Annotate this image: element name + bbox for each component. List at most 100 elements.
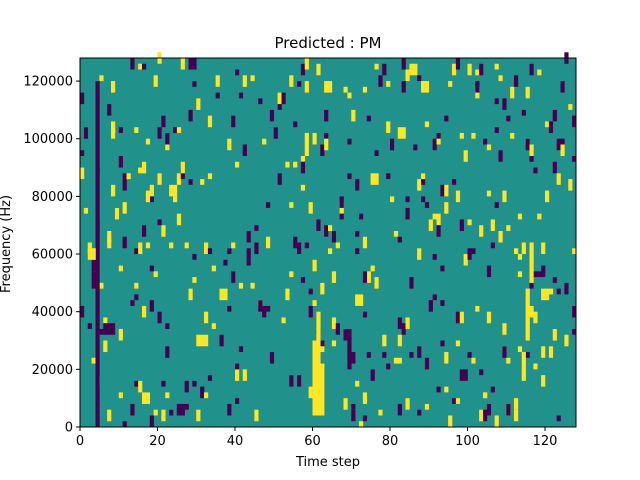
low-cell: [188, 109, 193, 122]
low-cell: [359, 213, 364, 220]
high-cell: [541, 375, 546, 387]
low-cell: [324, 109, 329, 122]
low-cell: [176, 403, 182, 416]
high-cell: [517, 346, 523, 353]
high-cell: [502, 190, 507, 203]
high-cell: [122, 202, 127, 214]
low-cell: [572, 305, 577, 318]
high-cell: [548, 288, 554, 295]
low-cell: [529, 63, 534, 76]
x-axis-label: Time step: [295, 455, 360, 470]
low-cell: [417, 346, 422, 358]
y-tick-label: 100000: [23, 132, 73, 147]
low-cell: [397, 236, 402, 243]
high-cell: [111, 127, 116, 139]
low-cell: [467, 248, 472, 260]
high-cell: [397, 357, 402, 364]
low-cell: [207, 375, 213, 381]
high-cell: [455, 398, 461, 404]
high-cell: [386, 121, 391, 133]
high-cell: [572, 248, 577, 255]
high-cell: [138, 167, 143, 174]
low-cell: [537, 271, 542, 278]
high-cell: [227, 138, 232, 151]
high-cell: [207, 173, 213, 180]
low-cell: [184, 403, 189, 410]
low-cell: [165, 132, 170, 145]
high-cell: [161, 225, 166, 237]
high-cell: [564, 334, 569, 347]
low-cell: [269, 109, 275, 122]
low-cell: [452, 179, 457, 185]
high-cell: [545, 121, 550, 128]
high-cell: [475, 69, 480, 76]
high-cell: [142, 392, 147, 404]
high-cell: [479, 225, 484, 237]
low-cell: [459, 219, 464, 231]
high-cell: [331, 317, 337, 329]
low-cell: [351, 352, 356, 364]
low-cell: [533, 167, 538, 174]
low-cell: [157, 311, 162, 324]
high-cell: [552, 328, 557, 341]
high-cell: [238, 282, 244, 289]
high-cell: [510, 86, 515, 99]
high-cell: [459, 311, 464, 324]
high-cell: [304, 81, 309, 93]
low-cell: [142, 225, 147, 237]
low-cell: [417, 75, 422, 82]
low-cell: [227, 305, 232, 312]
low-cell: [188, 179, 193, 185]
high-cell: [180, 58, 185, 70]
low-cell: [215, 92, 220, 99]
high-cell: [304, 132, 309, 145]
high-cell: [211, 265, 216, 272]
high-cell: [149, 184, 154, 197]
plot-frame: [79, 57, 577, 428]
low-cell: [362, 311, 368, 318]
low-cell: [122, 236, 127, 249]
low-cell: [107, 323, 112, 335]
high-cell: [80, 167, 85, 180]
high-cell: [533, 363, 538, 370]
high-cell: [114, 207, 120, 220]
low-cell: [560, 81, 565, 93]
high-cell: [142, 305, 147, 318]
low-cell: [436, 225, 441, 237]
high-cell: [254, 409, 259, 422]
high-cell: [289, 202, 294, 208]
low-cell: [366, 352, 371, 358]
high-cell: [328, 81, 333, 93]
low-cell: [122, 173, 127, 180]
low-cell: [355, 230, 360, 237]
low-cell: [421, 196, 426, 203]
high-cell: [362, 86, 368, 93]
high-cell: [537, 69, 542, 76]
low-cell: [254, 225, 259, 231]
low-cell: [409, 277, 414, 289]
low-cell: [355, 179, 360, 191]
high-cell: [235, 161, 240, 168]
low-cell: [266, 305, 271, 312]
low-cell: [200, 386, 205, 399]
high-cell: [405, 317, 410, 329]
low-cell: [370, 369, 375, 381]
high-cell: [308, 202, 313, 214]
low-cell: [277, 104, 282, 110]
low-cell: [246, 230, 251, 243]
low-cell: [165, 323, 170, 329]
low-cell: [324, 225, 329, 237]
low-cell: [103, 323, 108, 335]
low-cell: [91, 277, 96, 289]
low-cell: [490, 242, 495, 249]
y-tick-label: 60000: [32, 248, 73, 263]
high-cell: [242, 369, 247, 381]
low-cell: [95, 81, 100, 427]
high-cell: [176, 127, 182, 133]
low-cell: [351, 409, 356, 422]
low-cell: [486, 403, 492, 416]
high-cell: [479, 409, 484, 422]
low-cell: [541, 265, 546, 278]
low-cell: [452, 398, 457, 404]
y-tick-label: 0: [65, 421, 73, 436]
